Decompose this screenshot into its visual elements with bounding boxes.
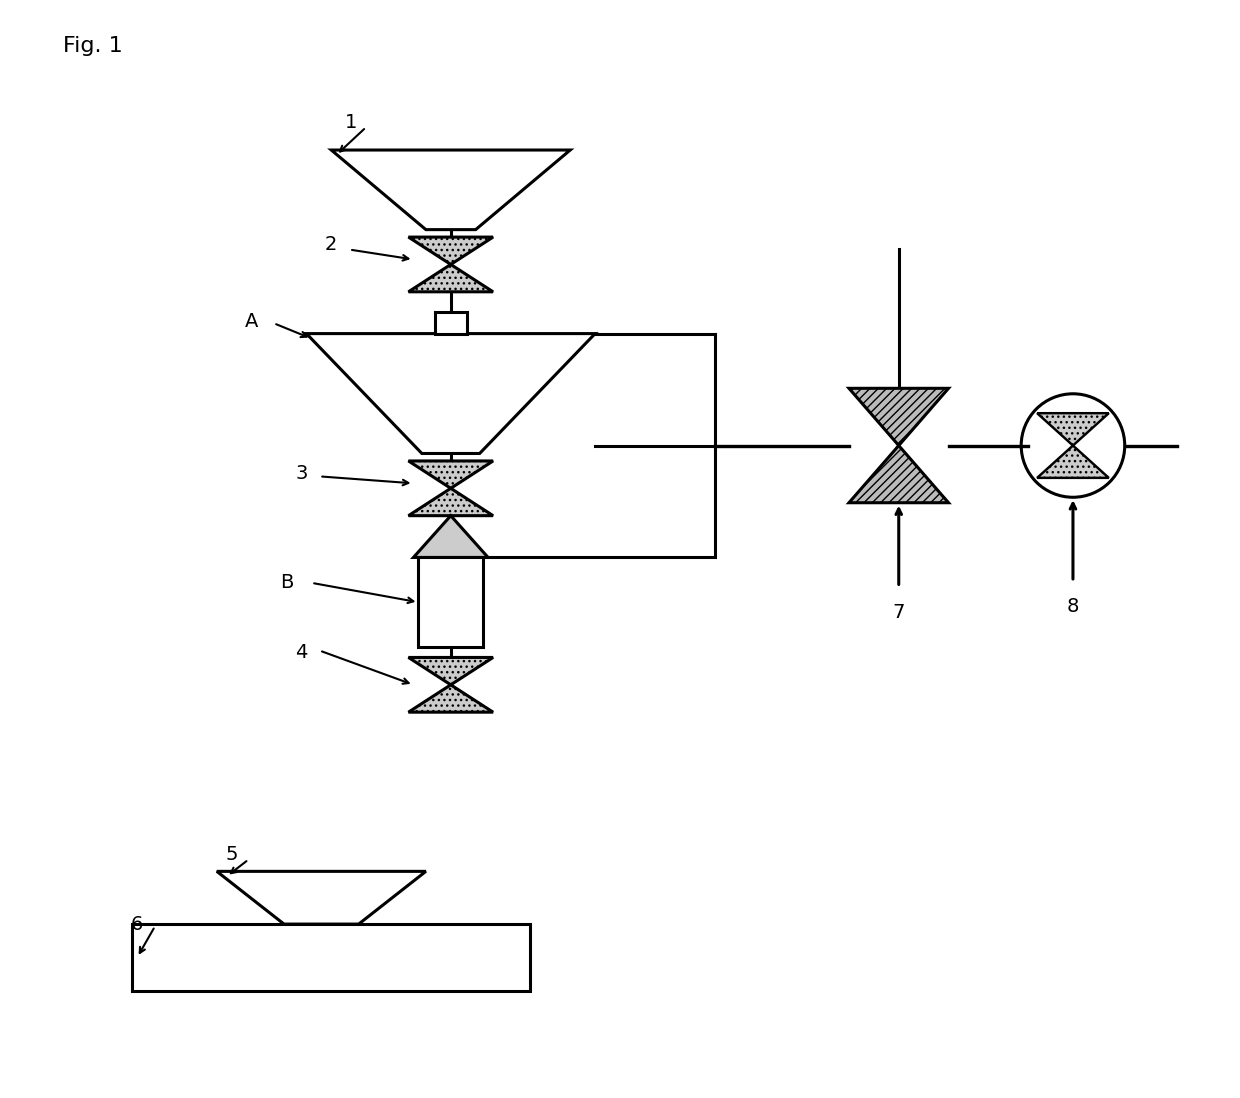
Polygon shape — [413, 516, 489, 558]
Polygon shape — [331, 150, 570, 229]
Polygon shape — [1037, 446, 1109, 478]
Text: A: A — [246, 312, 258, 330]
Polygon shape — [217, 872, 425, 925]
Text: 5: 5 — [226, 845, 238, 864]
Text: 6: 6 — [131, 915, 144, 933]
Text: Fig. 1: Fig. 1 — [62, 35, 123, 56]
Polygon shape — [306, 334, 595, 453]
Polygon shape — [408, 265, 494, 292]
Polygon shape — [849, 446, 949, 503]
Text: 3: 3 — [295, 463, 308, 483]
Bar — [418, 558, 484, 647]
Text: 4: 4 — [295, 643, 308, 662]
Text: 7: 7 — [893, 603, 905, 621]
Text: B: B — [280, 573, 293, 592]
Text: 8: 8 — [1066, 597, 1079, 616]
Polygon shape — [408, 237, 494, 265]
Polygon shape — [1037, 413, 1109, 446]
Bar — [435, 312, 466, 334]
Text: 2: 2 — [325, 235, 337, 254]
Polygon shape — [849, 389, 949, 446]
Polygon shape — [408, 658, 494, 685]
Polygon shape — [408, 685, 494, 713]
Bar — [133, 925, 531, 990]
Polygon shape — [408, 489, 494, 516]
Text: 1: 1 — [345, 113, 357, 132]
Polygon shape — [408, 461, 494, 489]
